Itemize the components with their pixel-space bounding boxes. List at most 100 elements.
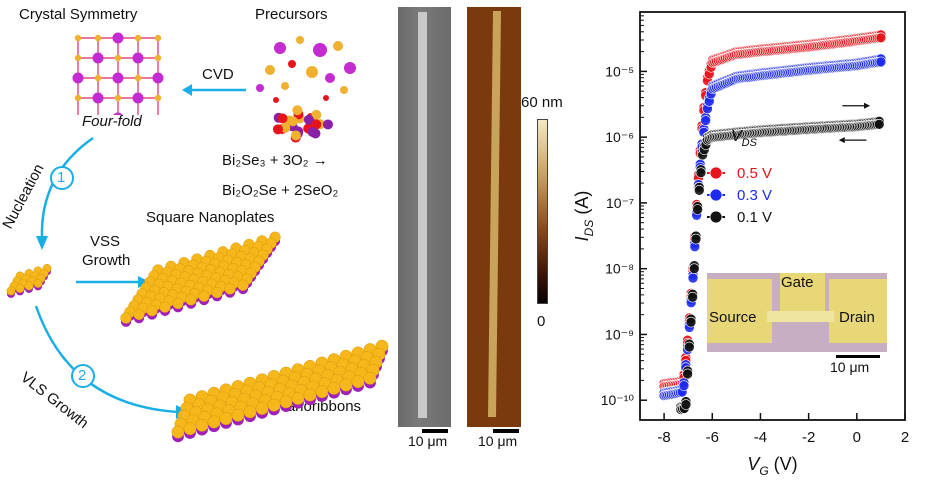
reaction-line-2: Bi₂O₂Se + 2SeO₂ bbox=[222, 182, 339, 199]
nanoribbon-atom bbox=[279, 395, 293, 409]
backward-sweep-arrowhead bbox=[838, 137, 845, 144]
colorbar-max-label: 60 nm bbox=[521, 94, 563, 111]
x-tick-label: 2 bbox=[901, 429, 909, 446]
data-point-sweep-back bbox=[683, 341, 695, 353]
inset-scalebar-label: 10 μm bbox=[830, 359, 870, 375]
crystal-symmetry-title: Crystal Symmetry bbox=[19, 6, 138, 23]
afm-image bbox=[467, 7, 521, 427]
legend-marker bbox=[709, 210, 723, 224]
lattice-atom bbox=[74, 54, 82, 62]
nanoplate-atom bbox=[237, 279, 249, 291]
nanoplate-atom bbox=[133, 308, 145, 321]
precursors-illustration bbox=[256, 36, 356, 143]
afm-scalebar bbox=[493, 429, 519, 433]
nanoplate-atom bbox=[198, 290, 210, 302]
nanoribbon-atom bbox=[207, 415, 221, 429]
precursor-cluster-atom bbox=[287, 116, 298, 127]
chart-svg: -8 -6 -4 -2 0 2 10⁻¹⁰ 10⁻⁹ 10⁻⁸ 10⁻⁷ 10⁻⁶ 10⁻⁵ VG (V… bbox=[572, 11, 909, 478]
precursor-particle bbox=[273, 97, 279, 103]
precursor-particle bbox=[265, 65, 275, 75]
data-point-sweep-back bbox=[687, 272, 699, 284]
precursor-particle bbox=[333, 41, 343, 51]
legend-entry: 0.1 V bbox=[737, 209, 772, 226]
data-point-sweep-back bbox=[875, 56, 887, 68]
lattice-atom bbox=[94, 74, 102, 82]
data-point-sweep-back bbox=[693, 185, 705, 196]
afm-ribbon-svg bbox=[488, 11, 501, 417]
precursor-particle bbox=[323, 95, 329, 101]
lattice-atom bbox=[154, 34, 162, 42]
precursor-particle bbox=[313, 43, 327, 57]
legend-entry: 0.5 V bbox=[737, 165, 772, 182]
lattice-atom bbox=[114, 54, 122, 62]
precursor-particle bbox=[325, 73, 335, 83]
lattice-atom bbox=[132, 92, 144, 104]
precursor-particle bbox=[256, 84, 264, 92]
precursors-title: Precursors bbox=[255, 6, 328, 23]
data-point-sweep-back bbox=[873, 119, 885, 130]
precursor-cluster-atom bbox=[292, 105, 303, 116]
y-axis-label: IDS (A) bbox=[572, 191, 596, 242]
sem-scalebar bbox=[422, 429, 448, 433]
nanoplate-atom bbox=[146, 305, 158, 317]
lattice-atom bbox=[154, 54, 162, 62]
data-point-sweep-back bbox=[678, 380, 690, 391]
lattice-atom bbox=[94, 34, 102, 42]
sem-image bbox=[398, 7, 451, 427]
inset-drain-label: Drain bbox=[839, 309, 875, 326]
precursor-particle bbox=[340, 86, 348, 94]
nanoribbon-atom bbox=[315, 385, 329, 399]
precursor-cluster-atom bbox=[303, 114, 314, 125]
nanoribbon-atom bbox=[291, 391, 305, 405]
colorbar-min-label: 0 bbox=[537, 313, 546, 330]
lattice-atom bbox=[92, 92, 104, 104]
data-point-sweep-back bbox=[685, 316, 697, 328]
device-optical-inset: Gate Source Drain bbox=[707, 273, 887, 352]
gate-electrode bbox=[780, 273, 825, 317]
nanoplate-atom bbox=[211, 286, 223, 299]
lattice-atom bbox=[72, 72, 84, 84]
legend-marker bbox=[709, 166, 723, 180]
precursor-particle bbox=[296, 36, 304, 44]
data-point-sweep-back bbox=[692, 204, 703, 215]
seed-atom bbox=[33, 278, 43, 288]
nanoplate-atom bbox=[224, 283, 236, 295]
data-point-sweep-back bbox=[688, 263, 700, 274]
y-tick-label: 10⁻⁸ bbox=[605, 261, 634, 277]
growth-flow-arrows bbox=[34, 136, 190, 419]
data-point-sweep-back bbox=[690, 233, 702, 245]
data-point-sweep-back bbox=[875, 32, 887, 44]
precursor-cluster-atom bbox=[311, 109, 322, 120]
inset-source-label: Source bbox=[709, 309, 757, 326]
nanoplate-atom bbox=[172, 297, 184, 310]
afm-scalebar-label: 10 μm bbox=[478, 433, 518, 449]
nanoribbon-atom bbox=[219, 412, 233, 426]
nanoribbon-atom bbox=[183, 422, 197, 436]
nanoribbon-atom bbox=[195, 418, 209, 432]
lattice-atom bbox=[112, 32, 124, 44]
y-tick-label: 10⁻⁵ bbox=[605, 63, 634, 79]
lattice-atom bbox=[132, 52, 144, 64]
data-point-sweep-back bbox=[687, 291, 698, 303]
seed-atom bbox=[24, 281, 34, 291]
inset-gate-label: Gate bbox=[781, 274, 814, 291]
forward-sweep-arrowhead bbox=[864, 102, 871, 109]
nanoplate-atom bbox=[159, 301, 171, 313]
legend-marker bbox=[709, 188, 723, 202]
x-tick-label: 0 bbox=[853, 429, 861, 446]
x-tick-label: -6 bbox=[706, 429, 719, 446]
data-point-sweep-back bbox=[700, 115, 711, 126]
lattice-atom bbox=[134, 34, 142, 42]
y-tick-label: 10⁻¹⁰ bbox=[601, 392, 635, 408]
precursor-cluster-atom bbox=[277, 113, 288, 124]
four-fold-caption: Four-fold bbox=[82, 113, 142, 130]
lattice-atom bbox=[74, 34, 82, 42]
lattice-atom bbox=[134, 74, 142, 82]
x-tick-label: -8 bbox=[657, 429, 670, 446]
nanoribbon-atom bbox=[255, 402, 269, 415]
precursor-cluster-atom bbox=[272, 124, 283, 135]
crystal-lattice-diagram bbox=[72, 32, 164, 115]
lattice-atom bbox=[113, 112, 123, 115]
seed-atom bbox=[15, 284, 25, 293]
lattice-atom bbox=[114, 94, 122, 102]
